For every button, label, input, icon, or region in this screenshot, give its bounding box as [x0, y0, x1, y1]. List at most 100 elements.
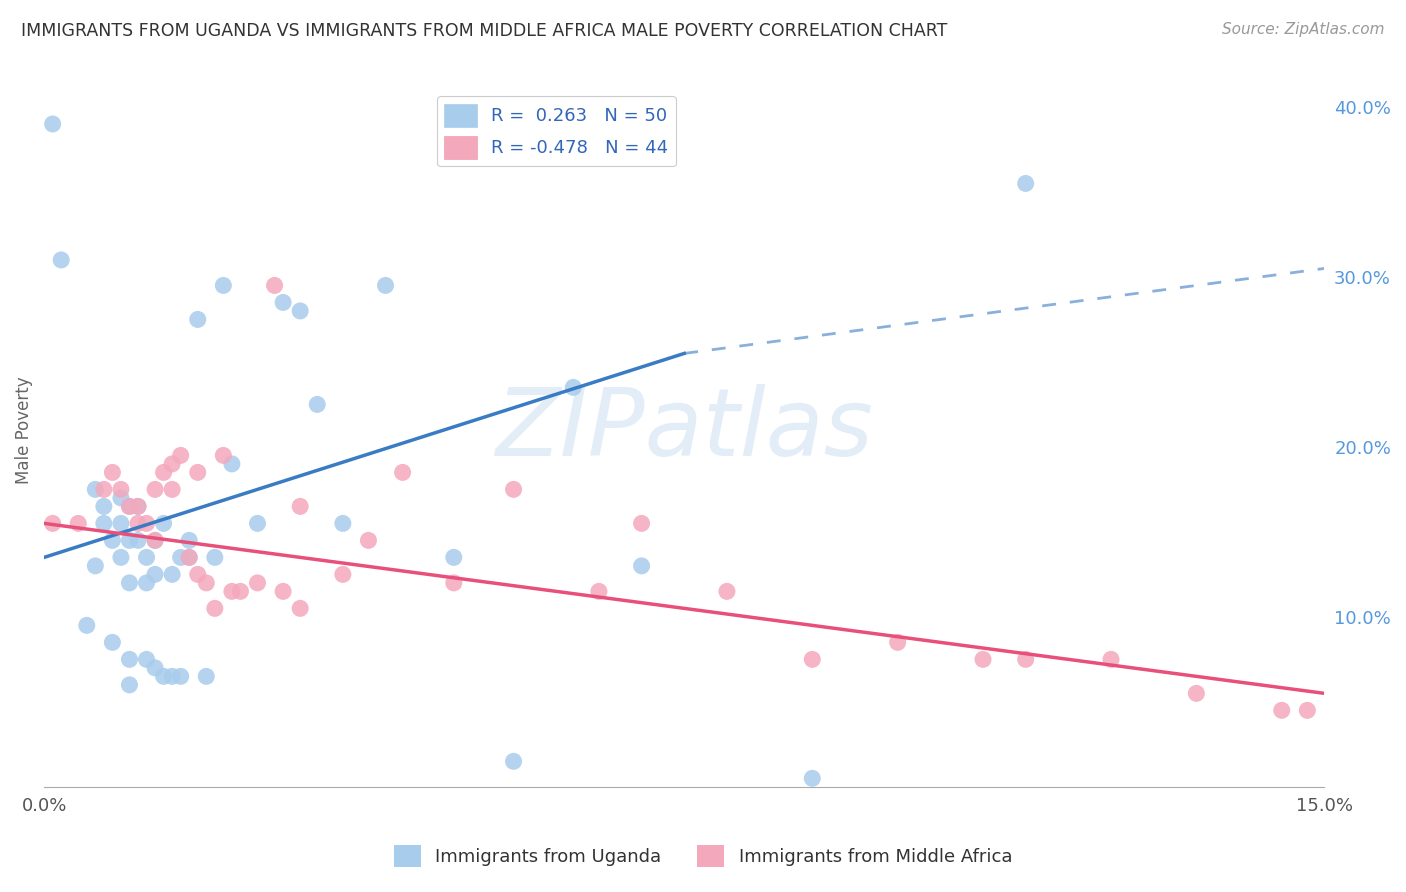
Point [170, 669, 193, 683]
Point [118, 575, 141, 590]
Point [246, 575, 269, 590]
Point [271, 584, 294, 599]
Point [443, 550, 465, 565]
Point [76, 618, 98, 632]
Point [152, 669, 174, 683]
Point [143, 533, 166, 548]
Point [886, 635, 908, 649]
Point [118, 678, 141, 692]
Point [110, 516, 132, 531]
Text: Source: ZipAtlas.com: Source: ZipAtlas.com [1222, 22, 1385, 37]
Point [716, 584, 738, 599]
Point [160, 567, 183, 582]
Point [118, 500, 141, 514]
Point [229, 584, 252, 599]
Point [118, 533, 141, 548]
Point [110, 491, 132, 505]
Point [221, 457, 243, 471]
Text: IMMIGRANTS FROM UGANDA VS IMMIGRANTS FROM MIDDLE AFRICA MALE POVERTY CORRELATION: IMMIGRANTS FROM UGANDA VS IMMIGRANTS FRO… [21, 22, 948, 40]
Point [101, 533, 124, 548]
Point [170, 449, 193, 463]
Point [143, 661, 166, 675]
Point [110, 550, 132, 565]
Point [152, 466, 174, 480]
Point [332, 567, 354, 582]
Point [127, 533, 149, 548]
Point [630, 558, 652, 573]
Point [195, 575, 218, 590]
Point [160, 457, 183, 471]
Point [391, 466, 413, 480]
Point [332, 516, 354, 531]
Point [307, 397, 329, 411]
Point [93, 500, 115, 514]
Point [263, 278, 285, 293]
Point [221, 584, 243, 599]
Point [160, 669, 183, 683]
Point [502, 483, 524, 497]
Point [143, 567, 166, 582]
Point [51, 252, 73, 267]
Point [160, 483, 183, 497]
Point [1185, 686, 1208, 700]
Point [93, 516, 115, 531]
Point [212, 449, 235, 463]
Point [41, 516, 63, 531]
Point [179, 550, 201, 565]
Point [1296, 703, 1319, 717]
Point [135, 550, 157, 565]
Point [357, 533, 380, 548]
Point [110, 483, 132, 497]
Point [84, 483, 107, 497]
Point [972, 652, 994, 666]
Point [204, 601, 226, 615]
Point [443, 575, 465, 590]
Point [118, 652, 141, 666]
Point [374, 278, 396, 293]
Point [1271, 703, 1294, 717]
Point [118, 500, 141, 514]
Point [1014, 652, 1036, 666]
Point [179, 550, 201, 565]
Point [1099, 652, 1122, 666]
Point [562, 380, 585, 394]
Point [288, 500, 311, 514]
Point [502, 755, 524, 769]
Point [588, 584, 610, 599]
Point [187, 466, 209, 480]
Legend: Immigrants from Uganda, Immigrants from Middle Africa: Immigrants from Uganda, Immigrants from … [387, 838, 1019, 874]
Point [127, 500, 149, 514]
Point [152, 516, 174, 531]
Point [101, 635, 124, 649]
Point [135, 652, 157, 666]
Point [801, 652, 824, 666]
Point [212, 278, 235, 293]
Point [127, 516, 149, 531]
Point [41, 117, 63, 131]
Point [67, 516, 90, 531]
Point [143, 533, 166, 548]
Point [93, 483, 115, 497]
Point [288, 304, 311, 318]
Legend: R =  0.263   N = 50, R = -0.478   N = 44: R = 0.263 N = 50, R = -0.478 N = 44 [437, 96, 676, 166]
Point [246, 516, 269, 531]
Point [127, 500, 149, 514]
Point [187, 312, 209, 326]
Point [135, 575, 157, 590]
Point [288, 601, 311, 615]
Point [135, 516, 157, 531]
Y-axis label: Male Poverty: Male Poverty [15, 376, 32, 483]
Point [143, 483, 166, 497]
Point [195, 669, 218, 683]
Point [187, 567, 209, 582]
Point [179, 533, 201, 548]
Point [1014, 177, 1036, 191]
Point [630, 516, 652, 531]
Point [271, 295, 294, 310]
Text: ZIPatlas: ZIPatlas [495, 384, 873, 475]
Point [101, 466, 124, 480]
Point [204, 550, 226, 565]
Point [170, 550, 193, 565]
Point [84, 558, 107, 573]
Point [801, 772, 824, 786]
